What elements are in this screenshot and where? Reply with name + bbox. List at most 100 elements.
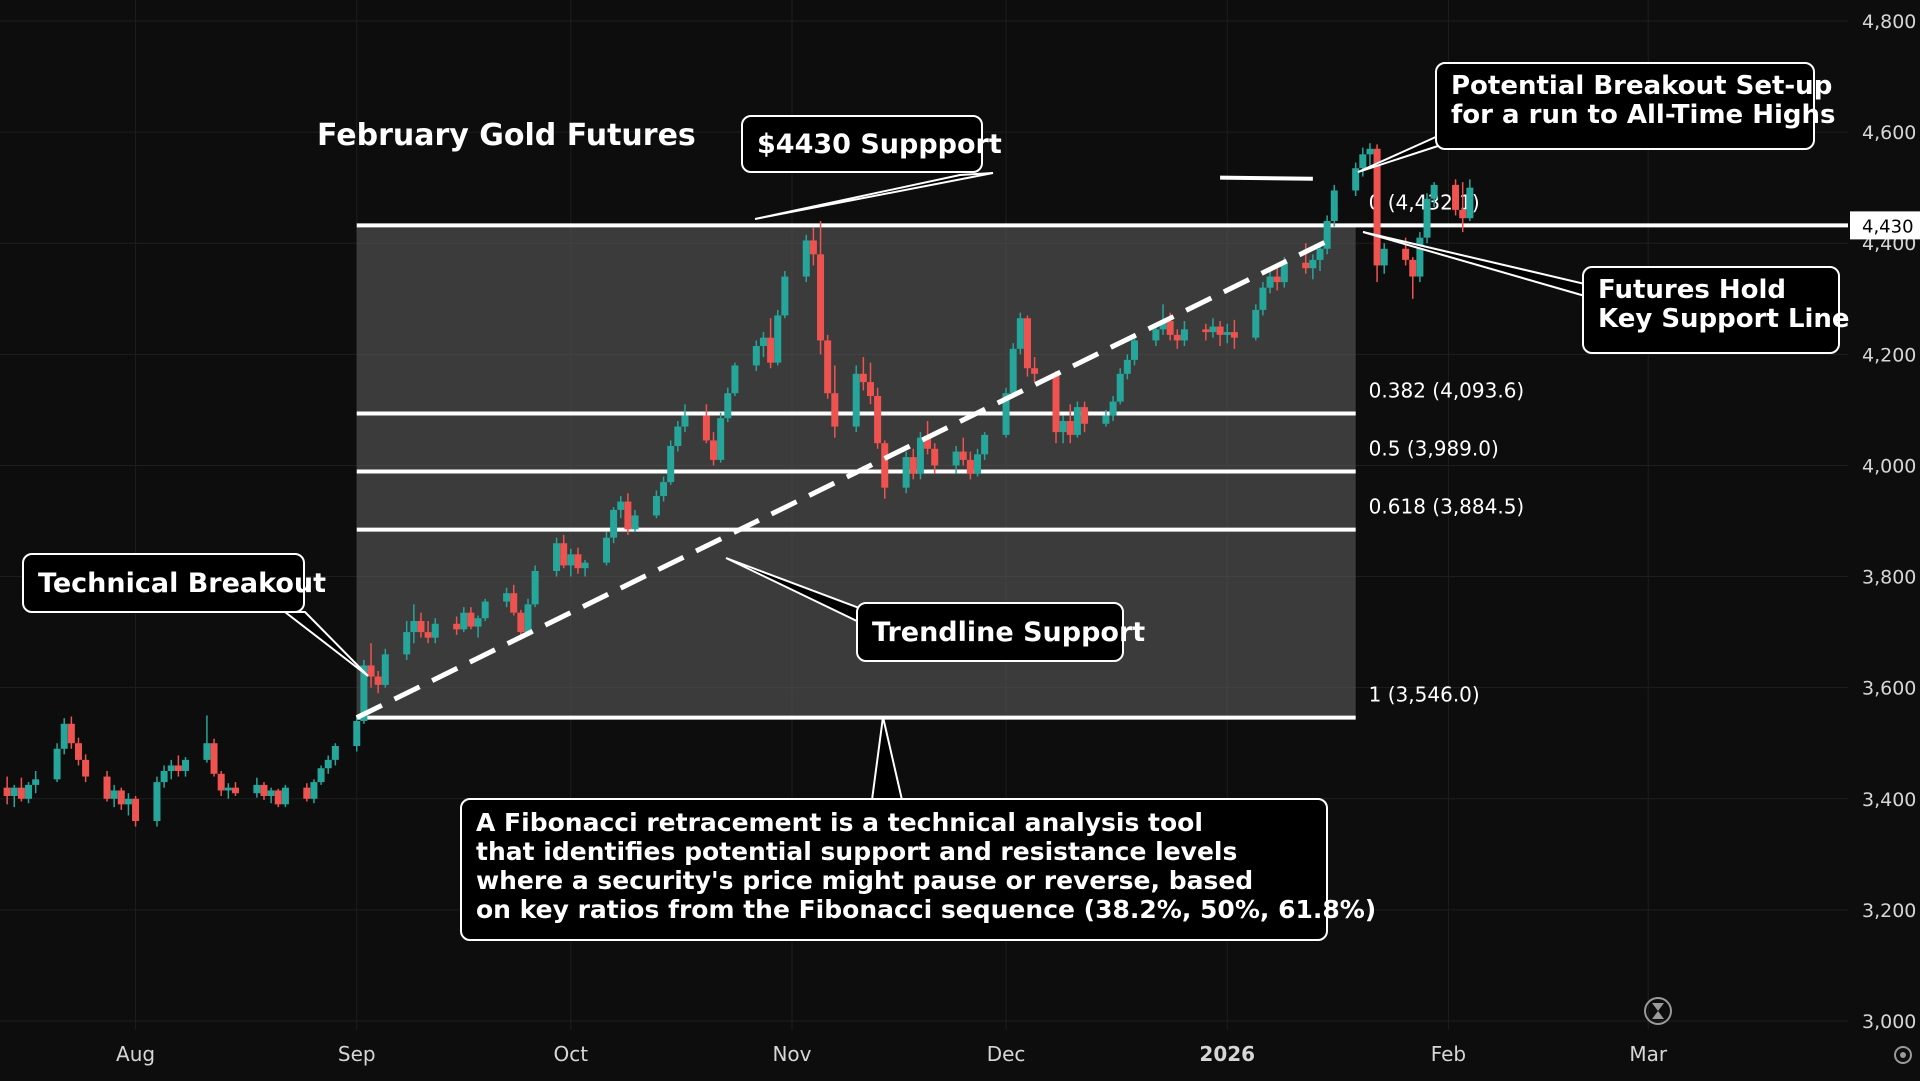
candle-body [1223,332,1231,335]
candle-body [1081,407,1089,424]
candle-body [1230,332,1238,338]
candle-body [1159,321,1167,330]
support-callout-text: $4430 Suppport [757,128,1002,160]
candle-body [824,340,832,394]
fibonacci-note-line-1: A Fibonacci retracement is a technical a… [476,808,1203,837]
callout-pointer [282,611,369,677]
candle-body [1309,259,1317,269]
candle-body [624,501,632,530]
y-tick-label: 4,200 [1862,344,1916,366]
candle-body [1252,309,1260,338]
trendline-support-line [355,235,1336,720]
x-tick-label: Dec [987,1042,1026,1066]
callout-pointer [754,172,994,220]
candle-body [10,787,18,796]
candle-body [1109,401,1117,416]
candle-body [924,437,932,449]
candle-body [103,776,111,799]
chart-title: February Gold Futures [317,118,696,153]
price-label: 4,430 [1862,216,1914,237]
technical-breakout-text: Technical Breakout [38,567,327,599]
fib-level-label: 0.382 (4,093.6) [1369,378,1525,402]
hold-support-line-2: Key Support Line [1598,304,1850,334]
candle-body [510,593,518,613]
candle-body [203,743,211,760]
candle-body [966,459,974,474]
candle-body [1416,237,1424,277]
candle-body [210,743,218,774]
callout-pointer [1362,231,1586,298]
fib-level-label: 0.618 (3,884.5) [1369,495,1525,519]
candle-body [981,434,989,455]
hold-support-callout: Futures Hold Key Support Line [1582,266,1850,354]
candle-body [1180,329,1188,341]
candle-body [417,621,425,633]
candle-body [1052,373,1060,433]
candle-body [731,365,739,394]
candle-body [802,240,810,277]
candle-body [752,346,760,366]
candle-body [60,723,68,749]
candle-body [831,393,839,427]
x-tick-label: 2026 [1199,1042,1255,1066]
fibonacci-note-line-2: that identifies potential support and re… [476,837,1238,866]
candle-body [1152,329,1160,341]
candle-body [1166,321,1174,335]
candle-body [974,454,982,474]
breakout-setup-line-2: for a run to All-Time Highs [1451,100,1836,130]
candle-body [1466,187,1474,219]
candle-body [774,315,782,363]
candle-body [567,554,575,566]
candle-body [1330,190,1338,221]
gear-icon[interactable] [1894,1046,1912,1064]
breakout-setup-callout: Potential Breakout Set-up for a run to A… [1435,62,1836,150]
candle-body [403,632,411,655]
candle-body [1266,276,1274,288]
price-label-tag: 4,430 [1850,211,1920,240]
candle-body [759,337,767,346]
y-tick-label: 3,200 [1862,900,1916,922]
candle-body [1423,198,1431,238]
candle-body [517,612,525,633]
candle-body [767,337,775,363]
candle-body [124,798,132,805]
candle-body [1280,262,1288,283]
candle-body [160,771,168,783]
candle-body [132,798,140,821]
y-axis: 3,0003,2003,4003,6003,8004,0004,2004,400… [1862,11,1916,1033]
candle-body [1066,421,1074,435]
candle-body [524,604,532,633]
candle-body [866,382,874,396]
candle-body [952,451,960,466]
x-tick-label: Mar [1629,1042,1668,1066]
fibonacci-note-line-4: on key ratios from the Fibonacci sequenc… [476,895,1377,924]
candle-body [610,509,618,538]
candle-body [809,240,817,255]
candle-body [959,451,967,460]
candle-body [1123,359,1131,374]
candle-body [82,759,90,777]
candle-body [1366,148,1374,155]
candle-body [852,373,860,427]
candle-body [1009,348,1017,394]
candle-body [367,665,375,677]
candle-body [17,787,25,799]
candle-body [1373,148,1381,266]
candle-body [1409,259,1417,277]
candle-body [1059,421,1067,433]
y-tick-label: 3,400 [1862,789,1916,811]
hourglass-icon[interactable] [1644,997,1672,1025]
candle-body [3,787,11,796]
candle-body [1202,329,1210,333]
candle-body [67,723,75,744]
candle-body [724,393,732,419]
x-tick-label: Oct [554,1042,589,1066]
y-tick-label: 4,800 [1862,11,1916,33]
candle-body [681,415,689,427]
candle-body [331,746,339,760]
candle-body [781,276,789,316]
candle-body [710,440,718,460]
y-tick-label: 3,800 [1862,567,1916,589]
hold-support-line-1: Futures Hold [1598,275,1787,305]
